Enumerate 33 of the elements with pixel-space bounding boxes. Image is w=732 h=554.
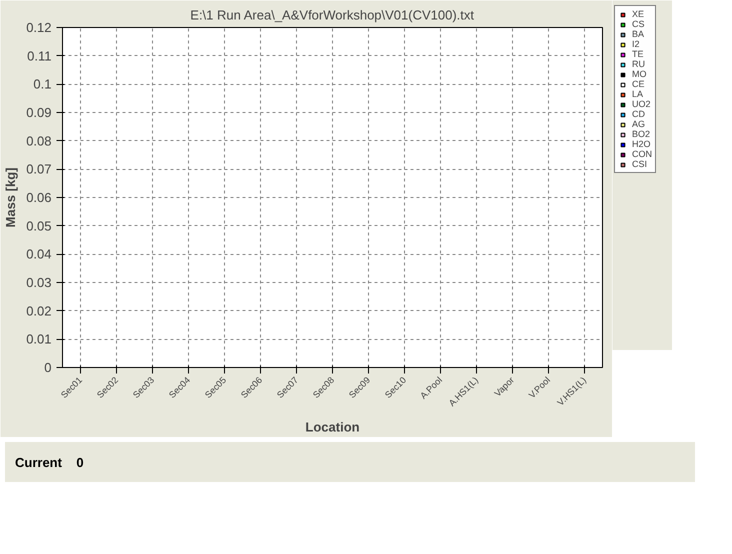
legend-label: BA [632, 29, 646, 40]
y-tick-label: 0.12 [26, 20, 52, 35]
y-tick-label: 0.07 [26, 162, 52, 177]
legend-label: CE [632, 79, 646, 90]
legend-label: MO [632, 69, 648, 80]
legend-label: UO2 [632, 99, 652, 110]
y-tick-label: 0.04 [26, 246, 52, 262]
legend-label: BO2 [632, 129, 652, 140]
y-tick-label: 0.1 [33, 76, 52, 92]
legend-label: XE [632, 9, 646, 20]
legend-label: CD [632, 109, 646, 120]
legend-label: LA [632, 89, 644, 100]
legend-label: H2O [632, 139, 652, 150]
legend-label: AG [632, 119, 646, 130]
legend-label: CSI [632, 159, 648, 170]
legend-label: TE [632, 49, 645, 60]
y-tick-label: 0.03 [26, 275, 52, 290]
y-tick-label: 0.08 [26, 133, 52, 148]
y-tick-label: 0.05 [26, 218, 52, 234]
chart-title: E:\1 Run Area\_A&VforWorkshop\V01(CV100).txt [190, 8, 474, 22]
legend-label: RU [632, 59, 646, 70]
x-axis-title: Location [305, 420, 360, 435]
y-axis-title: Mass [kg] [3, 168, 18, 228]
y-tick-label: 0.01 [26, 332, 52, 347]
legend-label: CS [632, 19, 646, 30]
y-tick-label: 0.11 [27, 48, 52, 64]
y-tick-label: 0 [44, 360, 52, 375]
y-tick-label: 0.02 [26, 303, 52, 318]
legend-label: CON [632, 149, 652, 160]
legend-label: I2 [632, 39, 641, 50]
y-tick-label: 0.09 [26, 105, 52, 120]
text: Current 0 [15, 454, 84, 472]
y-tick-label: 0.06 [26, 190, 52, 205]
